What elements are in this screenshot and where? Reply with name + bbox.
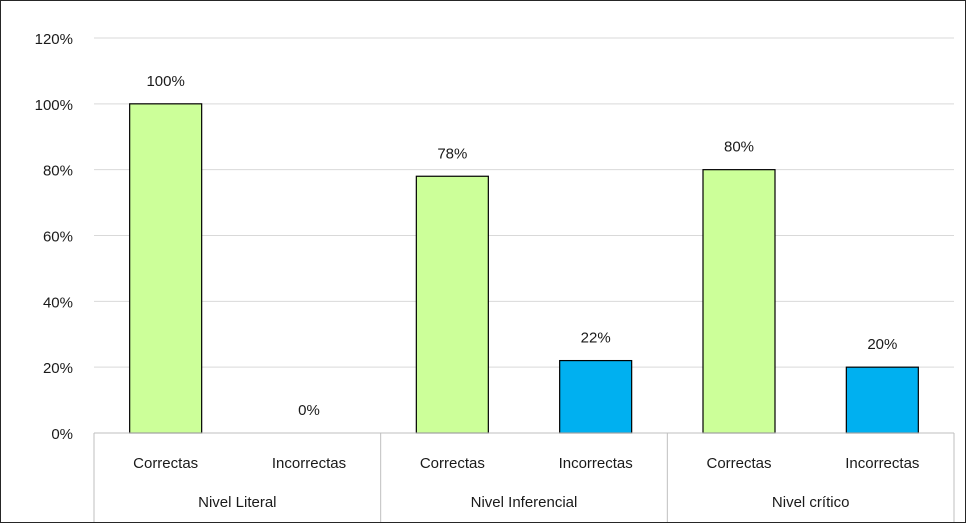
y-axis-tick-labels: 0% 20% 40% 60% 80% 100% 120% — [35, 31, 73, 443]
gridlines — [94, 37, 954, 368]
x-axis: Correctas Incorrectas Nivel Literal Correct… — [93, 432, 955, 522]
x-tick-label: Correctas — [706, 455, 771, 472]
data-label: 20% — [867, 336, 897, 353]
x-tick-label: Correctas — [133, 455, 198, 472]
bar — [702, 169, 776, 434]
y-tick-label: 20% — [43, 360, 73, 377]
x-tick-label: Correctas — [420, 455, 485, 472]
x-tick-label: Incorrectas — [559, 455, 633, 472]
bar — [415, 175, 489, 434]
data-label: 100% — [146, 73, 184, 90]
data-labels: 100% 0% 78% 22% 80% 20% — [146, 73, 897, 419]
y-tick-label: 80% — [43, 163, 73, 180]
y-tick-label: 120% — [35, 31, 73, 48]
bar — [129, 103, 203, 434]
data-label: 22% — [581, 330, 611, 347]
x-tick-label: Incorrectas — [272, 455, 346, 472]
y-tick-label: 100% — [35, 97, 73, 114]
y-tick-label: 0% — [51, 426, 73, 443]
y-tick-label: 60% — [43, 229, 73, 246]
bar — [845, 366, 919, 434]
data-label: 0% — [298, 402, 320, 419]
y-tick-label: 40% — [43, 294, 73, 311]
data-label: 80% — [724, 139, 754, 156]
bars — [129, 103, 919, 434]
bar — [559, 359, 633, 434]
group-label: Nivel Literal — [198, 494, 276, 511]
data-label: 78% — [437, 145, 467, 162]
x-tick-label: Incorrectas — [845, 455, 919, 472]
group-label: Nivel crítico — [772, 494, 850, 511]
group-label: Nivel Inferencial — [471, 494, 578, 511]
